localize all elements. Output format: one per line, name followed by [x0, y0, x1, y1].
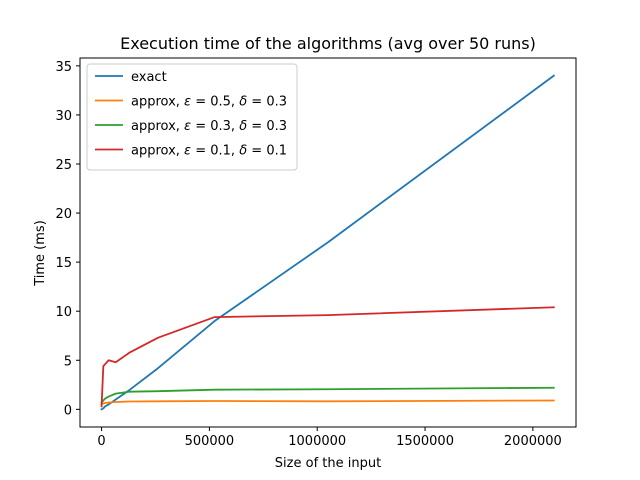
legend-label-3: approx, ε = 0.1, δ = 0.1 [131, 144, 287, 159]
y-tick-label: 25 [55, 158, 72, 173]
x-tick-label: 2000000 [504, 434, 562, 449]
legend-label-0: exact [131, 70, 167, 85]
legend: exact approx, ε = 0.5, δ = 0.3 approx, ε =… [86, 63, 298, 171]
y-axis: 0 5 10 15 20 25 30 35 [55, 60, 80, 418]
series-line-3 [100, 306, 555, 408]
x-axis-title: Size of the input [275, 456, 381, 471]
y-tick-label: 0 [64, 403, 72, 418]
chart-title: Execution time of the algorithms (avg ov… [120, 34, 536, 53]
x-tick-label: 0 [97, 434, 105, 449]
x-tick-label: 1500000 [396, 434, 454, 449]
y-tick-label: 15 [55, 256, 72, 271]
y-axis-title: Time (ms) [33, 220, 48, 287]
y-tick-label: 10 [55, 305, 72, 320]
x-tick-label: 500000 [185, 434, 235, 449]
x-tick-label: 1000000 [288, 434, 346, 449]
series-line-2 [100, 386, 555, 404]
legend-box [86, 63, 298, 171]
x-axis: 0 500000 1000000 1500000 2000000 [97, 427, 562, 449]
legend-label-2: approx, ε = 0.3, δ = 0.3 [131, 119, 287, 134]
y-tick-label: 5 [64, 354, 72, 369]
legend-label-1: approx, ε = 0.5, δ = 0.3 [131, 95, 287, 110]
y-tick-label: 35 [55, 60, 72, 75]
y-tick-label: 30 [55, 109, 72, 124]
series-line-0 [100, 74, 556, 411]
y-tick-label: 20 [55, 207, 72, 222]
plot-area [79, 57, 577, 428]
series-line-1 [100, 399, 555, 406]
plot-frame [79, 57, 577, 428]
